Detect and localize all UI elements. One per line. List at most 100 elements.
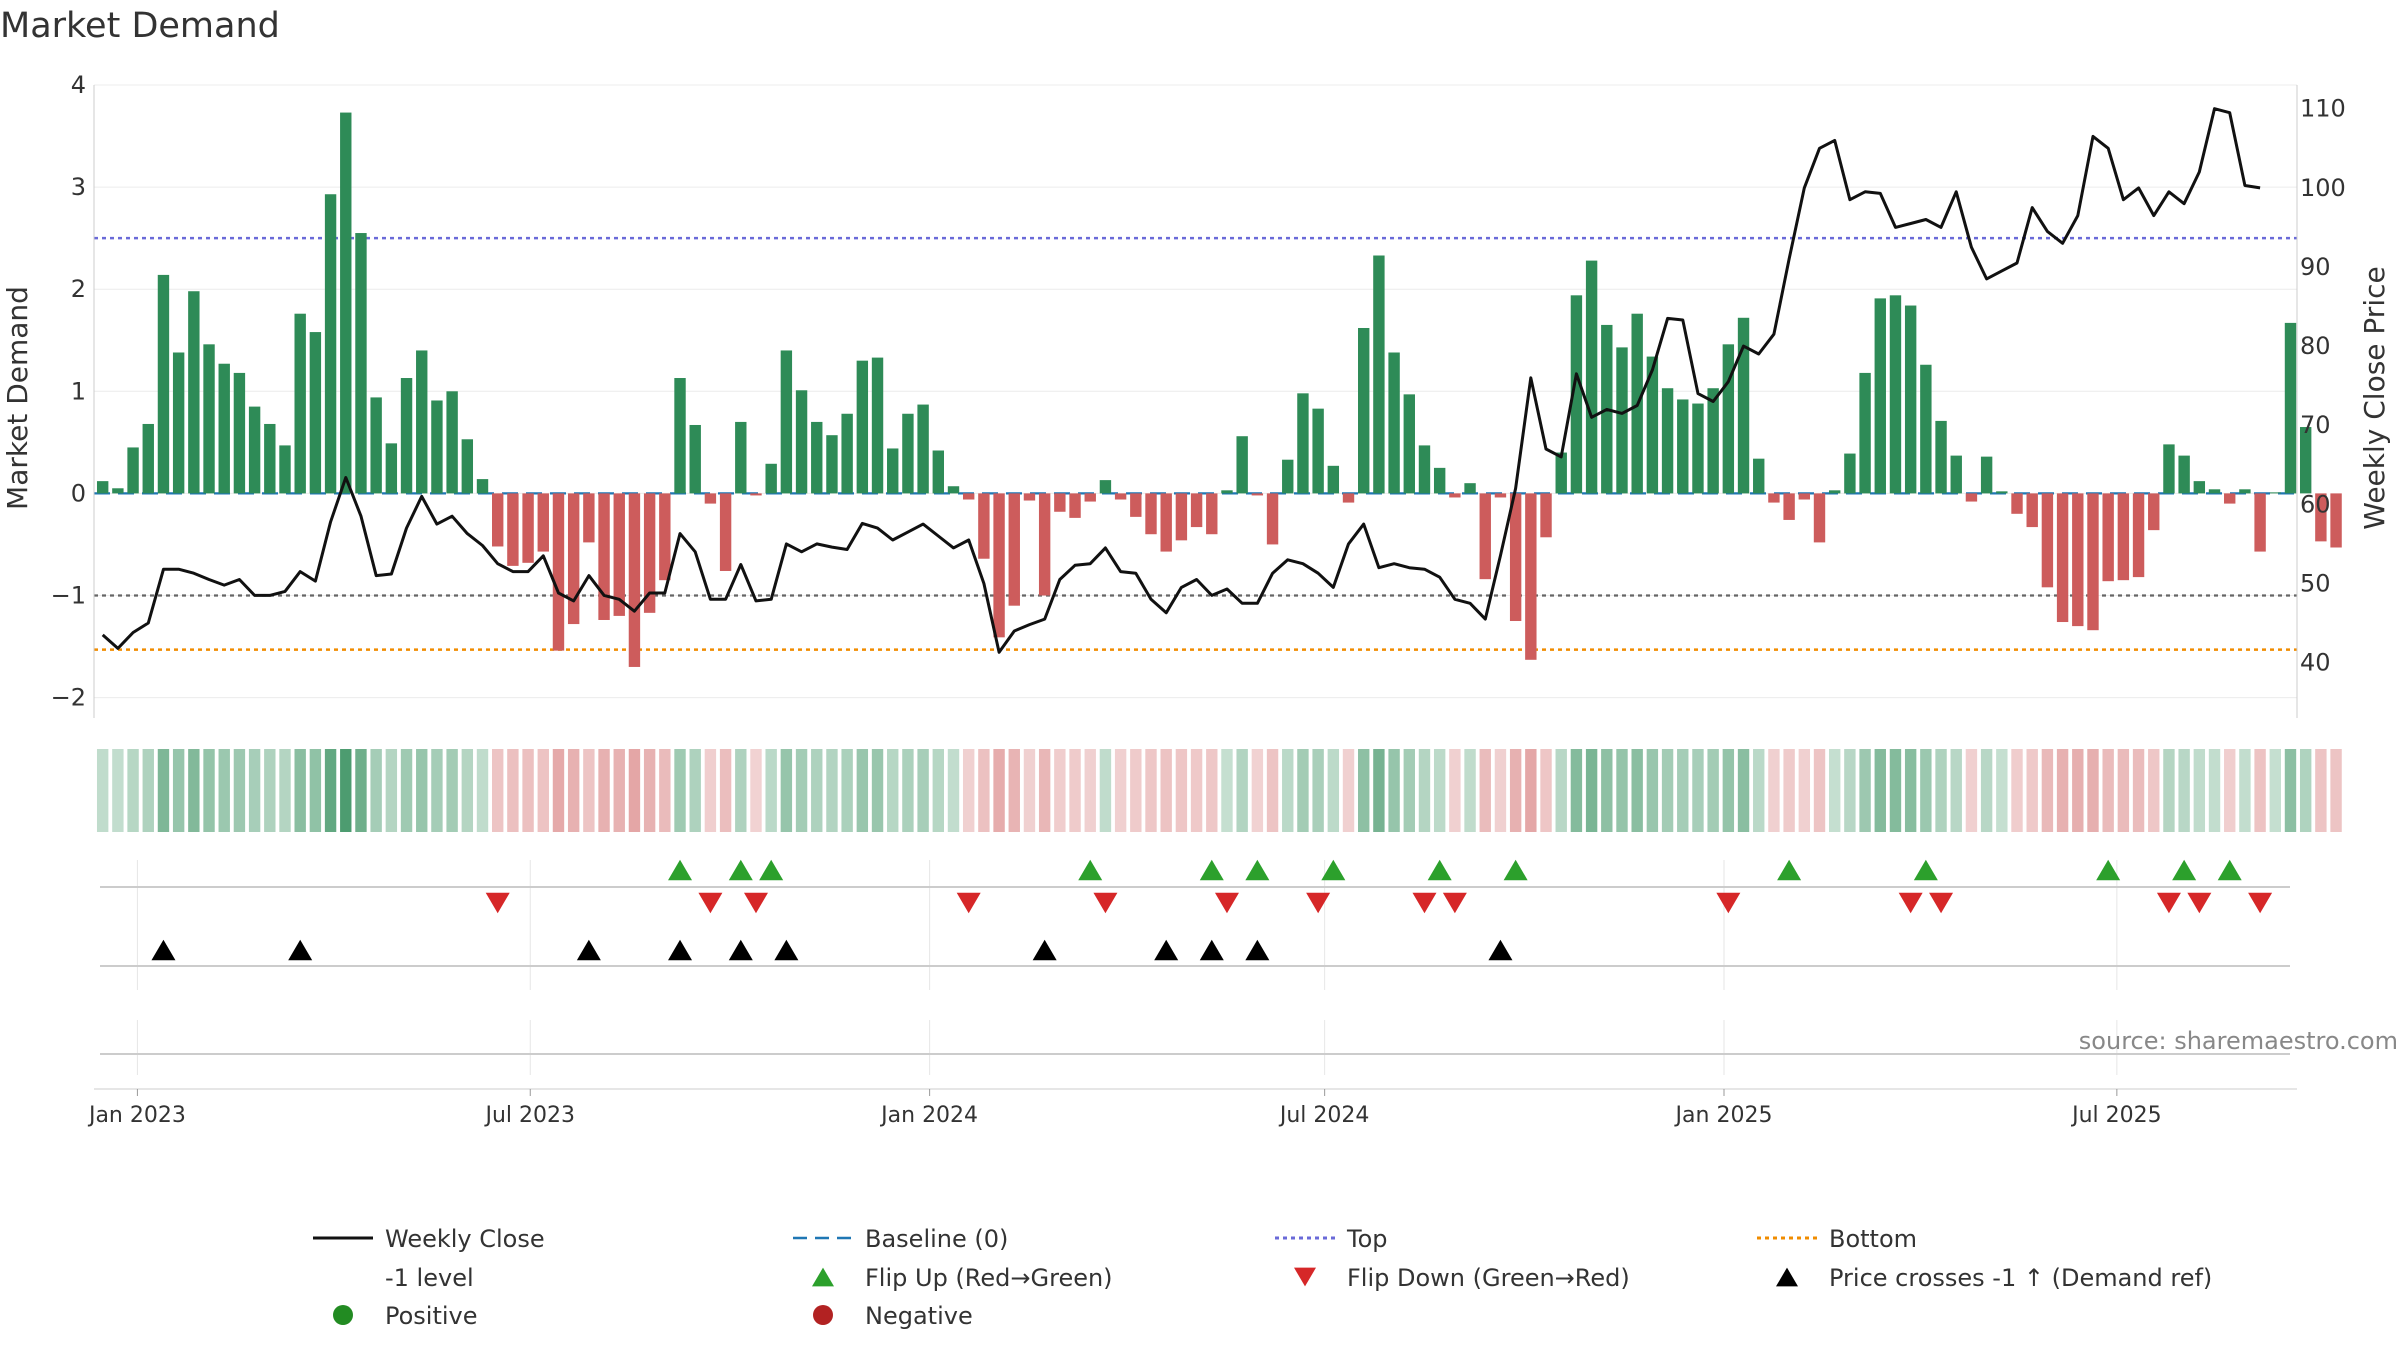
y2-tick-label: 40 [2300, 649, 2331, 677]
heat-cell [1099, 749, 1112, 832]
demand-bar [1677, 399, 1689, 494]
legend-label: -1 level [385, 1264, 474, 1292]
y-tick-label: 4 [71, 71, 86, 99]
demand-bar [157, 274, 170, 494]
demand-bar [476, 479, 489, 494]
x-tick-label: Jul 2023 [483, 1103, 575, 1128]
demand-bar [2087, 493, 2099, 631]
heat-cell [309, 749, 322, 832]
heat-cell [1828, 749, 1841, 832]
demand-bar [1358, 327, 1370, 494]
heat-cell [188, 749, 200, 832]
demand-bar [674, 378, 686, 494]
flip-down-marker [1898, 892, 1923, 914]
demand-bar [127, 447, 139, 494]
heat-cell [780, 749, 793, 832]
demand-bar [1965, 493, 1978, 502]
demand-bar [309, 332, 322, 494]
demand-bar [552, 493, 565, 651]
heat-cell [1753, 749, 1765, 832]
demand-bar [689, 424, 701, 494]
demand-bar [324, 194, 337, 494]
heat-cell [2163, 749, 2175, 832]
demand-bar [1190, 493, 1203, 528]
demand-bar [2224, 493, 2236, 504]
heat-cell [1601, 749, 1613, 832]
demand-bar [1023, 493, 1036, 501]
legend: Weekly Close Baseline (0) Top Bottom -1 leve… [313, 1225, 2212, 1330]
heat-cell [871, 749, 884, 832]
heat-cell [2072, 749, 2084, 832]
heat-cell [1236, 749, 1248, 832]
weekly-close-series [101, 107, 2261, 654]
y2-tick-label: 80 [2300, 332, 2331, 360]
heat-cell [2087, 749, 2099, 832]
demand-bar [1175, 493, 1188, 541]
heat-cell [446, 749, 458, 832]
heat-cell [1160, 749, 1172, 832]
demand-bar [400, 378, 413, 494]
heat-cell [613, 749, 625, 832]
heat-cell [552, 749, 565, 832]
heat-cell [1190, 749, 1203, 832]
demand-bar [2102, 493, 2114, 582]
heat-cell [1433, 749, 1446, 832]
price-cross-marker [1154, 939, 1179, 961]
demand-bar [1282, 459, 1294, 494]
demand-bar [2269, 492, 2281, 494]
legend-swatch [813, 1305, 833, 1325]
flip-up-marker [1245, 859, 1270, 881]
demand-bar [2284, 322, 2297, 494]
legend-label: Top [1346, 1225, 1388, 1253]
flip-down-marker [1442, 892, 1467, 914]
price-cross-marker [1488, 939, 1513, 961]
heat-cell [1403, 749, 1415, 832]
heat-cell [1418, 749, 1431, 832]
demand-bar [2254, 493, 2266, 552]
heat-cell [112, 749, 124, 832]
demand-bar [1570, 295, 1583, 494]
demand-bar [1540, 493, 1552, 538]
demand-bar [1449, 493, 1461, 498]
demand-bar [962, 493, 975, 500]
heat-cell [2117, 749, 2130, 832]
heat-cell [1206, 749, 1218, 832]
heat-cell [932, 749, 944, 832]
y-tick-label: −2 [51, 684, 86, 712]
heat-cell [811, 749, 823, 832]
demand-bar [492, 493, 504, 547]
demand-bar [188, 291, 200, 494]
flip-up-marker [1913, 859, 1938, 881]
legend-swatch [1776, 1267, 1798, 1287]
heat-cell [1449, 749, 1461, 832]
demand-bar [978, 493, 990, 559]
heat-cell [2299, 749, 2312, 832]
demand-bar [1646, 356, 1659, 494]
heat-cell [2132, 749, 2145, 832]
demand-bar [1920, 364, 1932, 494]
demand-bar [264, 423, 276, 494]
heat-cell [1844, 749, 1856, 832]
demand-bar [583, 493, 595, 543]
heat-cell [1555, 749, 1567, 832]
demand-bar [1084, 493, 1096, 502]
demand-bar [1585, 260, 1598, 494]
heat-cell [2269, 749, 2281, 832]
heat-cell [902, 749, 914, 832]
demand-bar [370, 397, 382, 494]
demand-bar [1509, 493, 1522, 622]
y2-tick-label: 50 [2300, 569, 2331, 597]
legend-swatch [1294, 1267, 1316, 1287]
y2-tick-label: 60 [2300, 490, 2331, 518]
heat-cell [2224, 749, 2236, 832]
demand-bar [1616, 347, 1628, 494]
demand-bar [522, 493, 534, 563]
y-axis-label: Market Demand [1, 286, 34, 510]
flip-down-marker [1412, 892, 1437, 914]
legend-label: Baseline (0) [865, 1225, 1008, 1253]
demand-bar [1297, 393, 1309, 494]
heat-cell [1008, 749, 1020, 832]
heat-cell [704, 749, 717, 832]
heat-cell [628, 749, 641, 832]
